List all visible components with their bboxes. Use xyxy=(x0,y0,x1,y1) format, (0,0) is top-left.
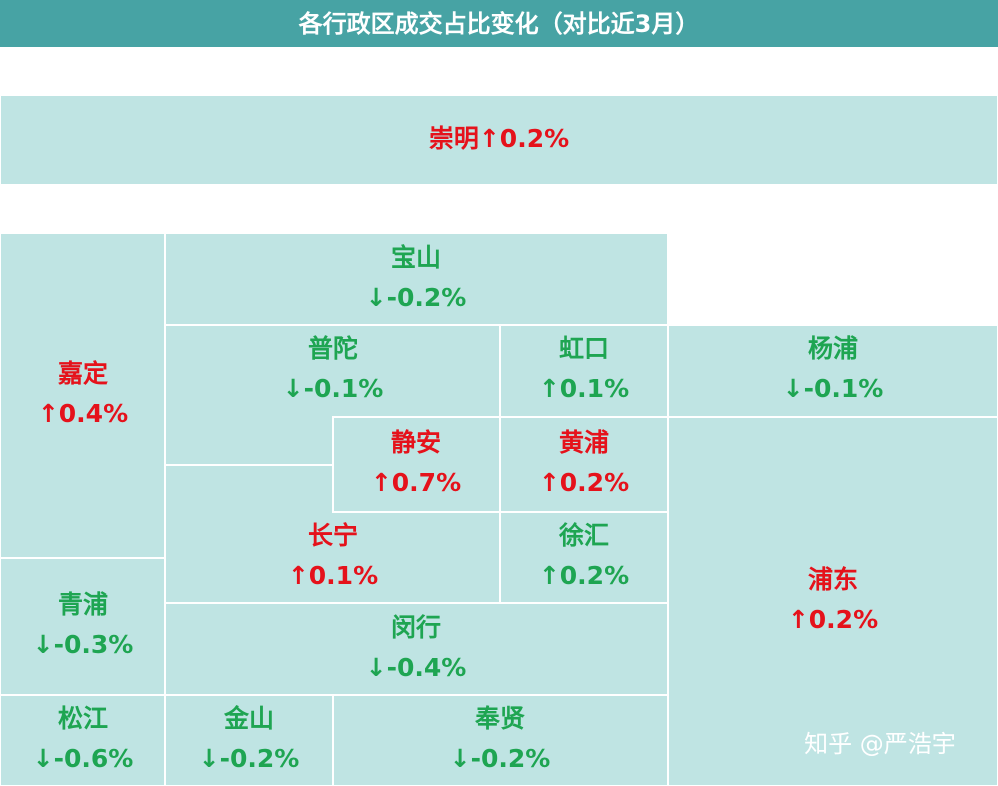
district-name: 浦东 xyxy=(808,565,858,594)
district-change: ↑0.2% xyxy=(539,561,629,590)
district-cell xyxy=(0,557,166,696)
district-name: 青浦 xyxy=(58,590,108,619)
district-change: ↓-0.2% xyxy=(450,744,551,773)
cells: 崇明↑0.2%嘉定↑0.4%宝山↓-0.2%普陀↓-0.1%虹口↑0.1%杨浦↓… xyxy=(0,94,998,786)
district-change: ↓-0.4% xyxy=(366,653,467,682)
district-name: 闵行 xyxy=(391,613,441,642)
district-name: 金山 xyxy=(223,704,274,733)
watermark: 知乎 @严浩宇 xyxy=(804,730,956,758)
district-change: ↑0.4% xyxy=(38,399,128,428)
district-name: 普陀 xyxy=(308,334,358,363)
district-name: 黄浦 xyxy=(559,428,609,457)
district-name: 宝山 xyxy=(391,243,441,272)
district-change: ↑0.7% xyxy=(371,468,461,497)
district-name: 嘉定 xyxy=(58,359,108,388)
title-bar xyxy=(0,0,998,47)
district-cell xyxy=(332,694,669,786)
district-name: 徐汇 xyxy=(558,521,609,550)
district-change: ↓-0.1% xyxy=(283,374,384,403)
district-change: ↑0.1% xyxy=(288,561,378,590)
district-change: ↑0.2% xyxy=(479,124,569,153)
district-change: ↓-0.6% xyxy=(33,744,134,773)
district-change: ↓-0.2% xyxy=(199,744,300,773)
district-cell xyxy=(0,94,998,186)
district-name: 奉贤 xyxy=(474,704,525,733)
district-change: ↑0.1% xyxy=(539,374,629,403)
title: 各行政区成交占比变化（对比近3月） xyxy=(298,10,700,38)
district-change: ↑0.2% xyxy=(539,468,629,497)
district-name: 崇明 xyxy=(429,124,479,153)
district-name: 松江 xyxy=(58,704,108,733)
district-change: ↓-0.2% xyxy=(366,283,467,312)
district-cell xyxy=(667,324,998,418)
district-change: ↓-0.3% xyxy=(33,630,134,659)
district-name: 虹口 xyxy=(559,334,609,363)
district-name: 静安 xyxy=(391,428,441,457)
district-name: 长宁 xyxy=(308,521,358,550)
district-change: ↓-0.1% xyxy=(783,374,884,403)
district-cell xyxy=(164,694,334,786)
district-cell xyxy=(0,232,166,559)
district-cell xyxy=(0,694,166,786)
district-label: 崇明↑0.2% xyxy=(429,124,569,153)
district-change: ↑0.2% xyxy=(788,605,878,634)
district-name: 杨浦 xyxy=(808,334,858,363)
